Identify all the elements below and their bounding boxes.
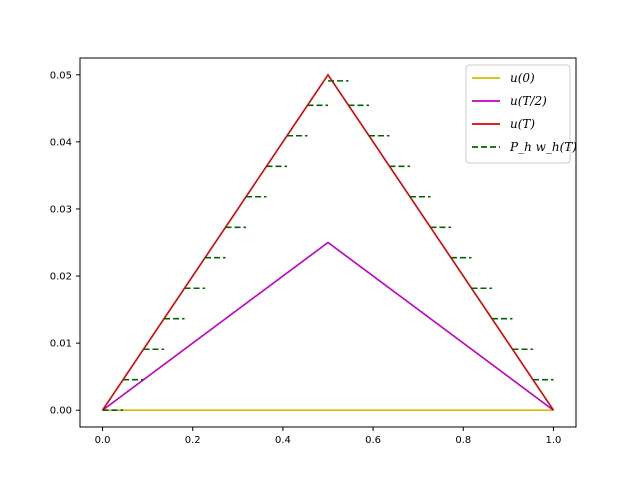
- x-tick-label: 0.6: [365, 435, 381, 446]
- x-tick-label: 1.0: [546, 435, 562, 446]
- plot-area: [101, 73, 555, 412]
- x-tick-label: 0.0: [95, 435, 111, 446]
- axes-frame: [79, 57, 577, 428]
- series-uT-line: [101, 73, 555, 411]
- x-tick-label: 0.2: [185, 435, 201, 446]
- legend-label-Phwh: P_h w_h(T): [509, 140, 577, 154]
- series-u-half-line: [102, 241, 554, 411]
- y-tick-label: 0.03: [50, 204, 72, 215]
- legend-label-uT: u(T): [510, 117, 535, 131]
- y-tick-label: 0.01: [50, 339, 72, 350]
- legend-box: [465, 64, 571, 164]
- y-tick-label: 0.04: [50, 137, 72, 148]
- y-tick-label: 0.02: [50, 272, 72, 283]
- x-tick-label: 0.4: [275, 435, 291, 446]
- x-axis: 0.0 0.2 0.4 0.6 0.8 1.0: [95, 427, 562, 446]
- legend-label-u0: u(0): [510, 71, 535, 85]
- legend: u(0) u(T/2) u(T) P_h w_h(T): [465, 64, 577, 164]
- x-tick-label: 0.8: [455, 435, 471, 446]
- y-axis: 0.00 0.01 0.02 0.03 0.04 0.05: [50, 70, 80, 417]
- y-tick-label: 0.05: [50, 70, 72, 81]
- y-tick-label: 0.00: [50, 406, 72, 417]
- legend-label-u-half: u(T/2): [510, 94, 547, 108]
